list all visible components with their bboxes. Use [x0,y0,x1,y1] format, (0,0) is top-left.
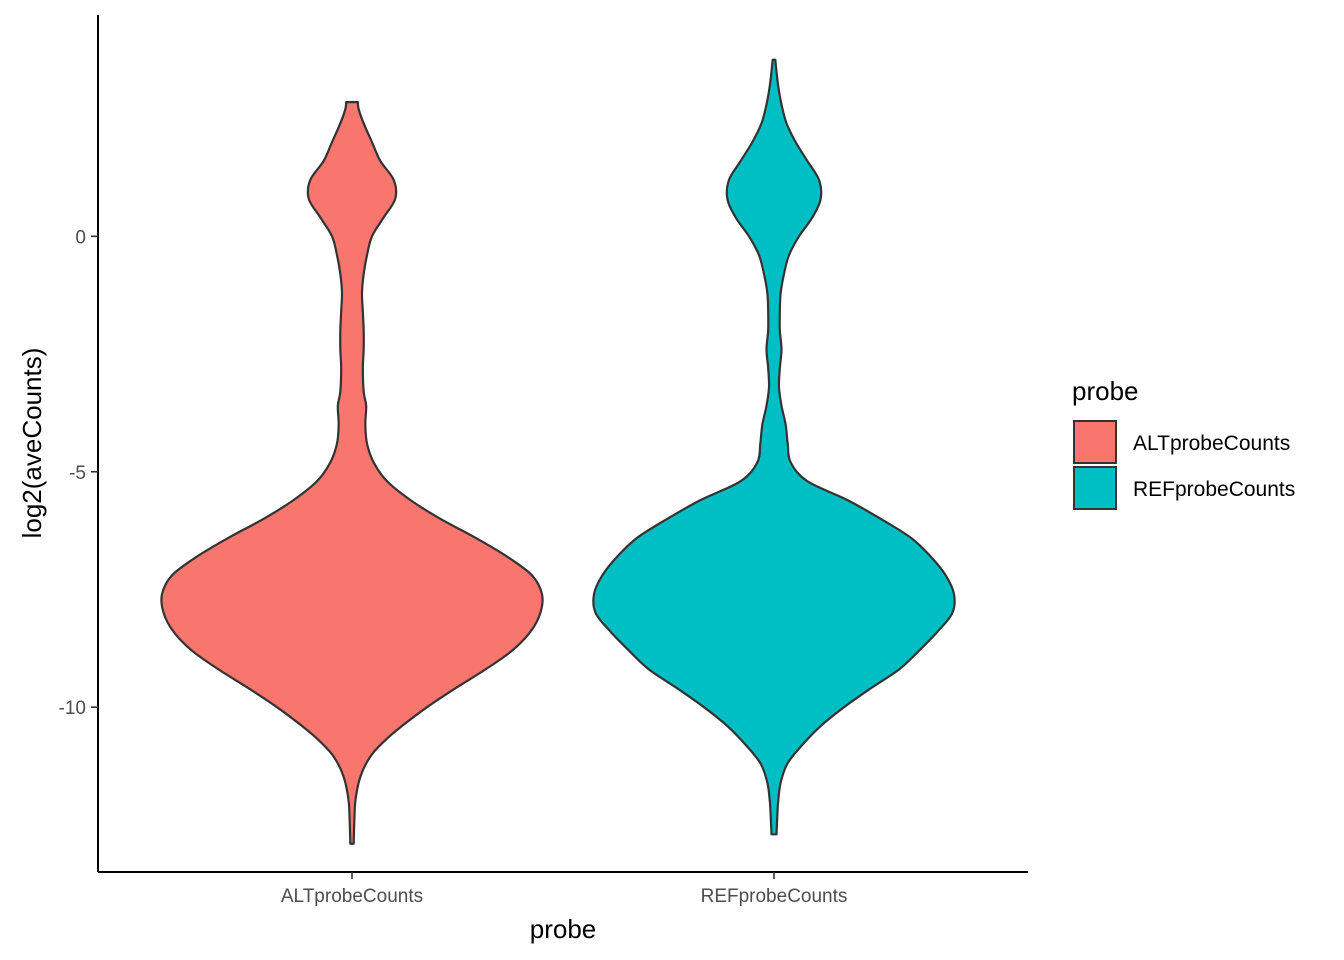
legend-entries: ALTprobeCounts REFprobeCounts [1074,421,1295,509]
y-tick-label: 0 [75,227,86,248]
violin-ALTprobeCounts [161,102,542,844]
legend-key-ALTprobeCounts [1074,421,1116,463]
x-tick-label: REFprobeCounts [701,886,848,907]
y-tick-label: -5 [69,463,86,484]
violin-REFprobeCounts [593,60,954,835]
x-tick-label: ALTprobeCounts [281,886,423,907]
legend: probe ALTprobeCounts REFprobeCounts [1072,376,1295,509]
axes-group [98,15,1028,872]
legend-title: probe [1072,376,1139,406]
violins-group [161,60,954,844]
x-ticks-group: ALTprobeCounts REFprobeCounts [281,872,848,907]
legend-label-REFprobeCounts: REFprobeCounts [1133,478,1295,501]
x-axis-title: probe [530,914,597,944]
y-tick-label: -10 [59,698,86,719]
legend-label-ALTprobeCounts: ALTprobeCounts [1133,432,1290,455]
y-ticks-group: 0 -5 -10 [59,227,98,719]
legend-key-REFprobeCounts [1074,467,1116,509]
y-axis-title: log2(aveCounts) [17,348,47,539]
